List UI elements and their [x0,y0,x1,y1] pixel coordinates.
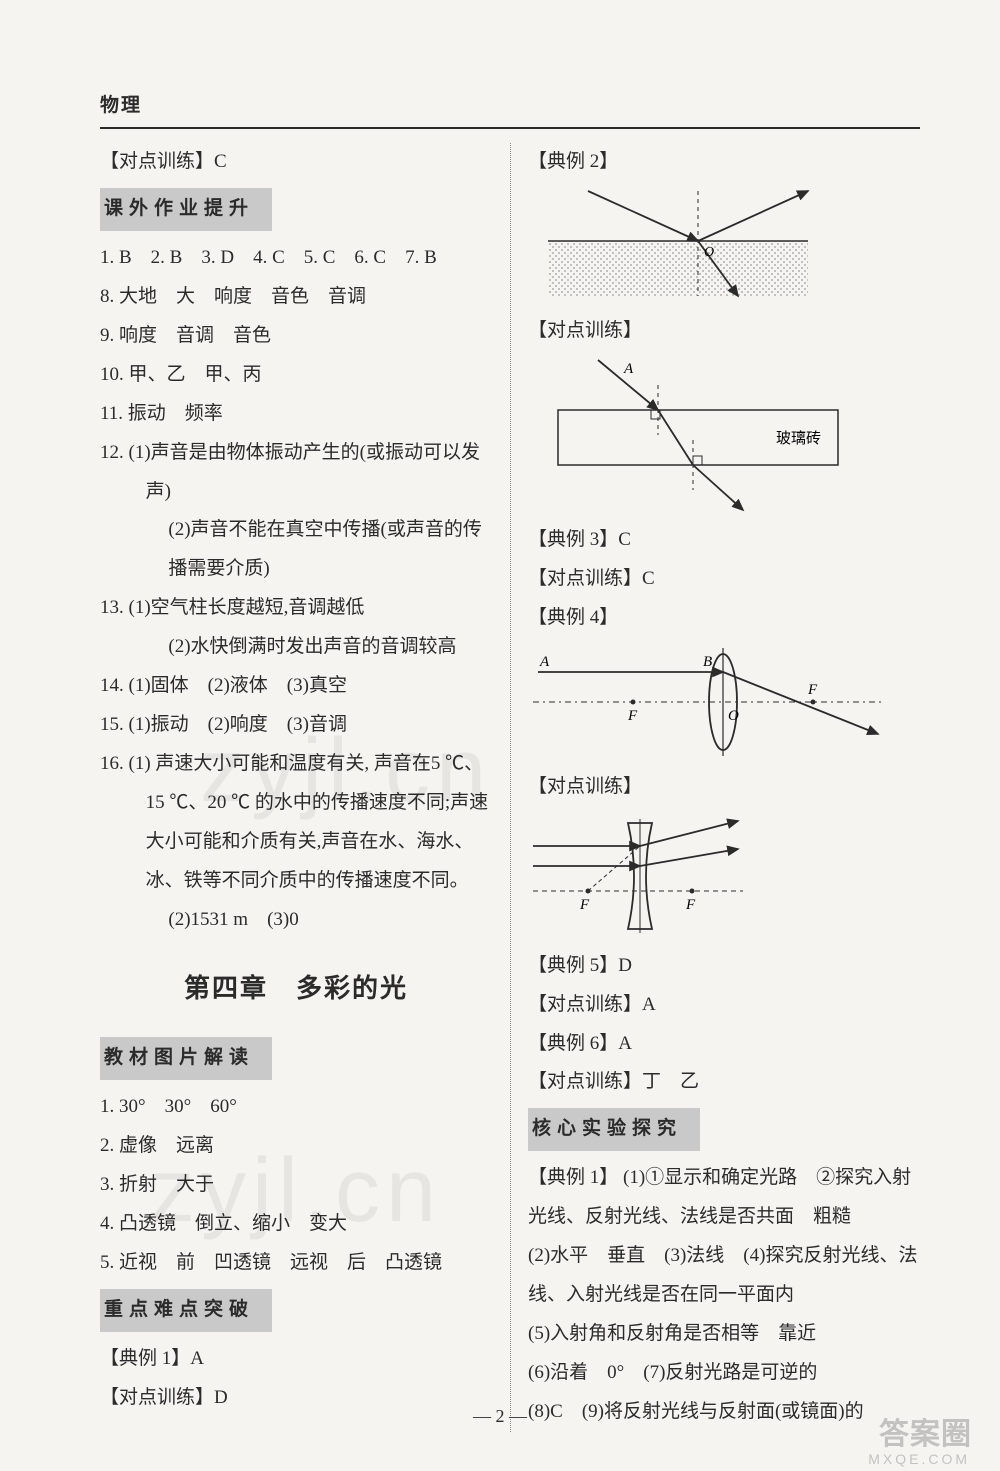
two-column-layout: 【对点训练】C 课外作业提升 1. B 2. B 3. D 4. C 5. C … [100,143,920,1432]
answer-line: 11. 振动 频率 [100,395,492,434]
watermark-site: MXQE.COM [868,1451,970,1467]
figure-label-f: F [685,897,696,913]
figure-reflection-surface: O [528,186,828,306]
header-rule [100,127,920,129]
page-number: — 2 — [0,1406,1000,1427]
example-label: 【典例 4】 [528,599,920,638]
answer-line: 3. 折射 大于 [100,1166,492,1205]
training-label: 【对点训练】 [528,312,920,351]
answer-line: 4. 凸透镜 倒立、缩小 变大 [100,1205,492,1244]
watermark-logo: 答案圈 [879,1409,972,1453]
figure-label-glass: 玻璃砖 [776,430,821,447]
answer-line: (6)沿着 0° (7)反射光路是可逆的 [528,1354,920,1393]
answer-line: 13. (1)空气柱长度越短,音调越低 [100,589,492,628]
example-label: 【典例 2】 [528,143,920,182]
figure-label-a: A [539,654,550,670]
section-bar-textbook: 教材图片解读 [100,1037,272,1080]
answer-line: 14. (1)固体 (2)液体 (3)真空 [100,667,492,706]
answer-line: 【对点训练】C [100,143,492,182]
answer-line: 2. 虚像 远离 [100,1127,492,1166]
answer-line: 16. (1) 声速大小可能和温度有关, 声音在5 ℃、15 ℃、20 ℃ 的水… [100,745,492,901]
figure-label-f: F [579,897,590,913]
figure-label-o: O [728,708,739,724]
training-label: 【对点训练】A [528,986,920,1025]
answer-line: 12. (1)声音是由物体振动产生的(或振动可以发声) [100,434,492,512]
figure-glass-block: A 玻璃砖 [528,355,848,515]
answer-line: (2)水平 垂直 (3)法线 (4)探究反射光线、法线、入射光线是否在同一平面内 [528,1237,920,1315]
answer-line: (5)入射角和反射角是否相等 靠近 [528,1315,920,1354]
answer-line: 【典例 1】A [100,1340,492,1379]
training-label: 【对点训练】C [528,560,920,599]
figure-concave-lens: F F [528,811,748,941]
answer-line: 15. (1)振动 (2)响度 (3)音调 [100,706,492,745]
right-column: 【典例 2】 O 【对点训练】 [510,143,920,1432]
figure-label-f: F [627,708,638,724]
answer-line: 1. B 2. B 3. D 4. C 5. C 6. C 7. B [100,239,492,278]
example-label: 【典例 5】D [528,947,920,986]
answer-line: 5. 近视 前 凹透镜 远视 后 凸透镜 [100,1244,492,1283]
figure-label-a: A [623,361,634,377]
answer-line: 8. 大地 大 响度 音色 音调 [100,278,492,317]
training-label: 【对点训练】丁 乙 [528,1063,920,1102]
answer-line: 【典例 1】 (1)①显示和确定光路 ②探究入射光线、反射光线、法线是否共面 粗… [528,1159,920,1237]
page-subject: 物理 [100,90,920,117]
section-bar-keypoint: 重点难点突破 [100,1289,272,1332]
answer-line: 10. 甲、乙 甲、丙 [100,356,492,395]
column-divider [510,143,511,1432]
chapter-title: 第四章 多彩的光 [100,962,492,1015]
training-label: 【对点训练】 [528,768,920,807]
figure-label-f: F [807,682,818,698]
figure-label-o: O [704,245,714,260]
example-label: 【典例 3】C [528,521,920,560]
example-label: 【典例 6】A [528,1025,920,1064]
left-column: 【对点训练】C 课外作业提升 1. B 2. B 3. D 4. C 5. C … [100,143,510,1432]
answer-line: (2)1531 m (3)0 [100,901,492,940]
answer-line: 9. 响度 音调 音色 [100,317,492,356]
answer-line: 1. 30° 30° 60° [100,1088,492,1127]
figure-convex-lens: A B F O F [528,642,888,762]
figure-label-b: B [703,654,712,670]
section-bar-homework: 课外作业提升 [100,188,272,231]
answer-line: (2)水快倒满时发出声音的音调较高 [100,628,492,667]
section-bar-core: 核心实验探究 [528,1108,700,1151]
answer-line: (2)声音不能在真空中传播(或声音的传播需要介质) [100,511,492,589]
